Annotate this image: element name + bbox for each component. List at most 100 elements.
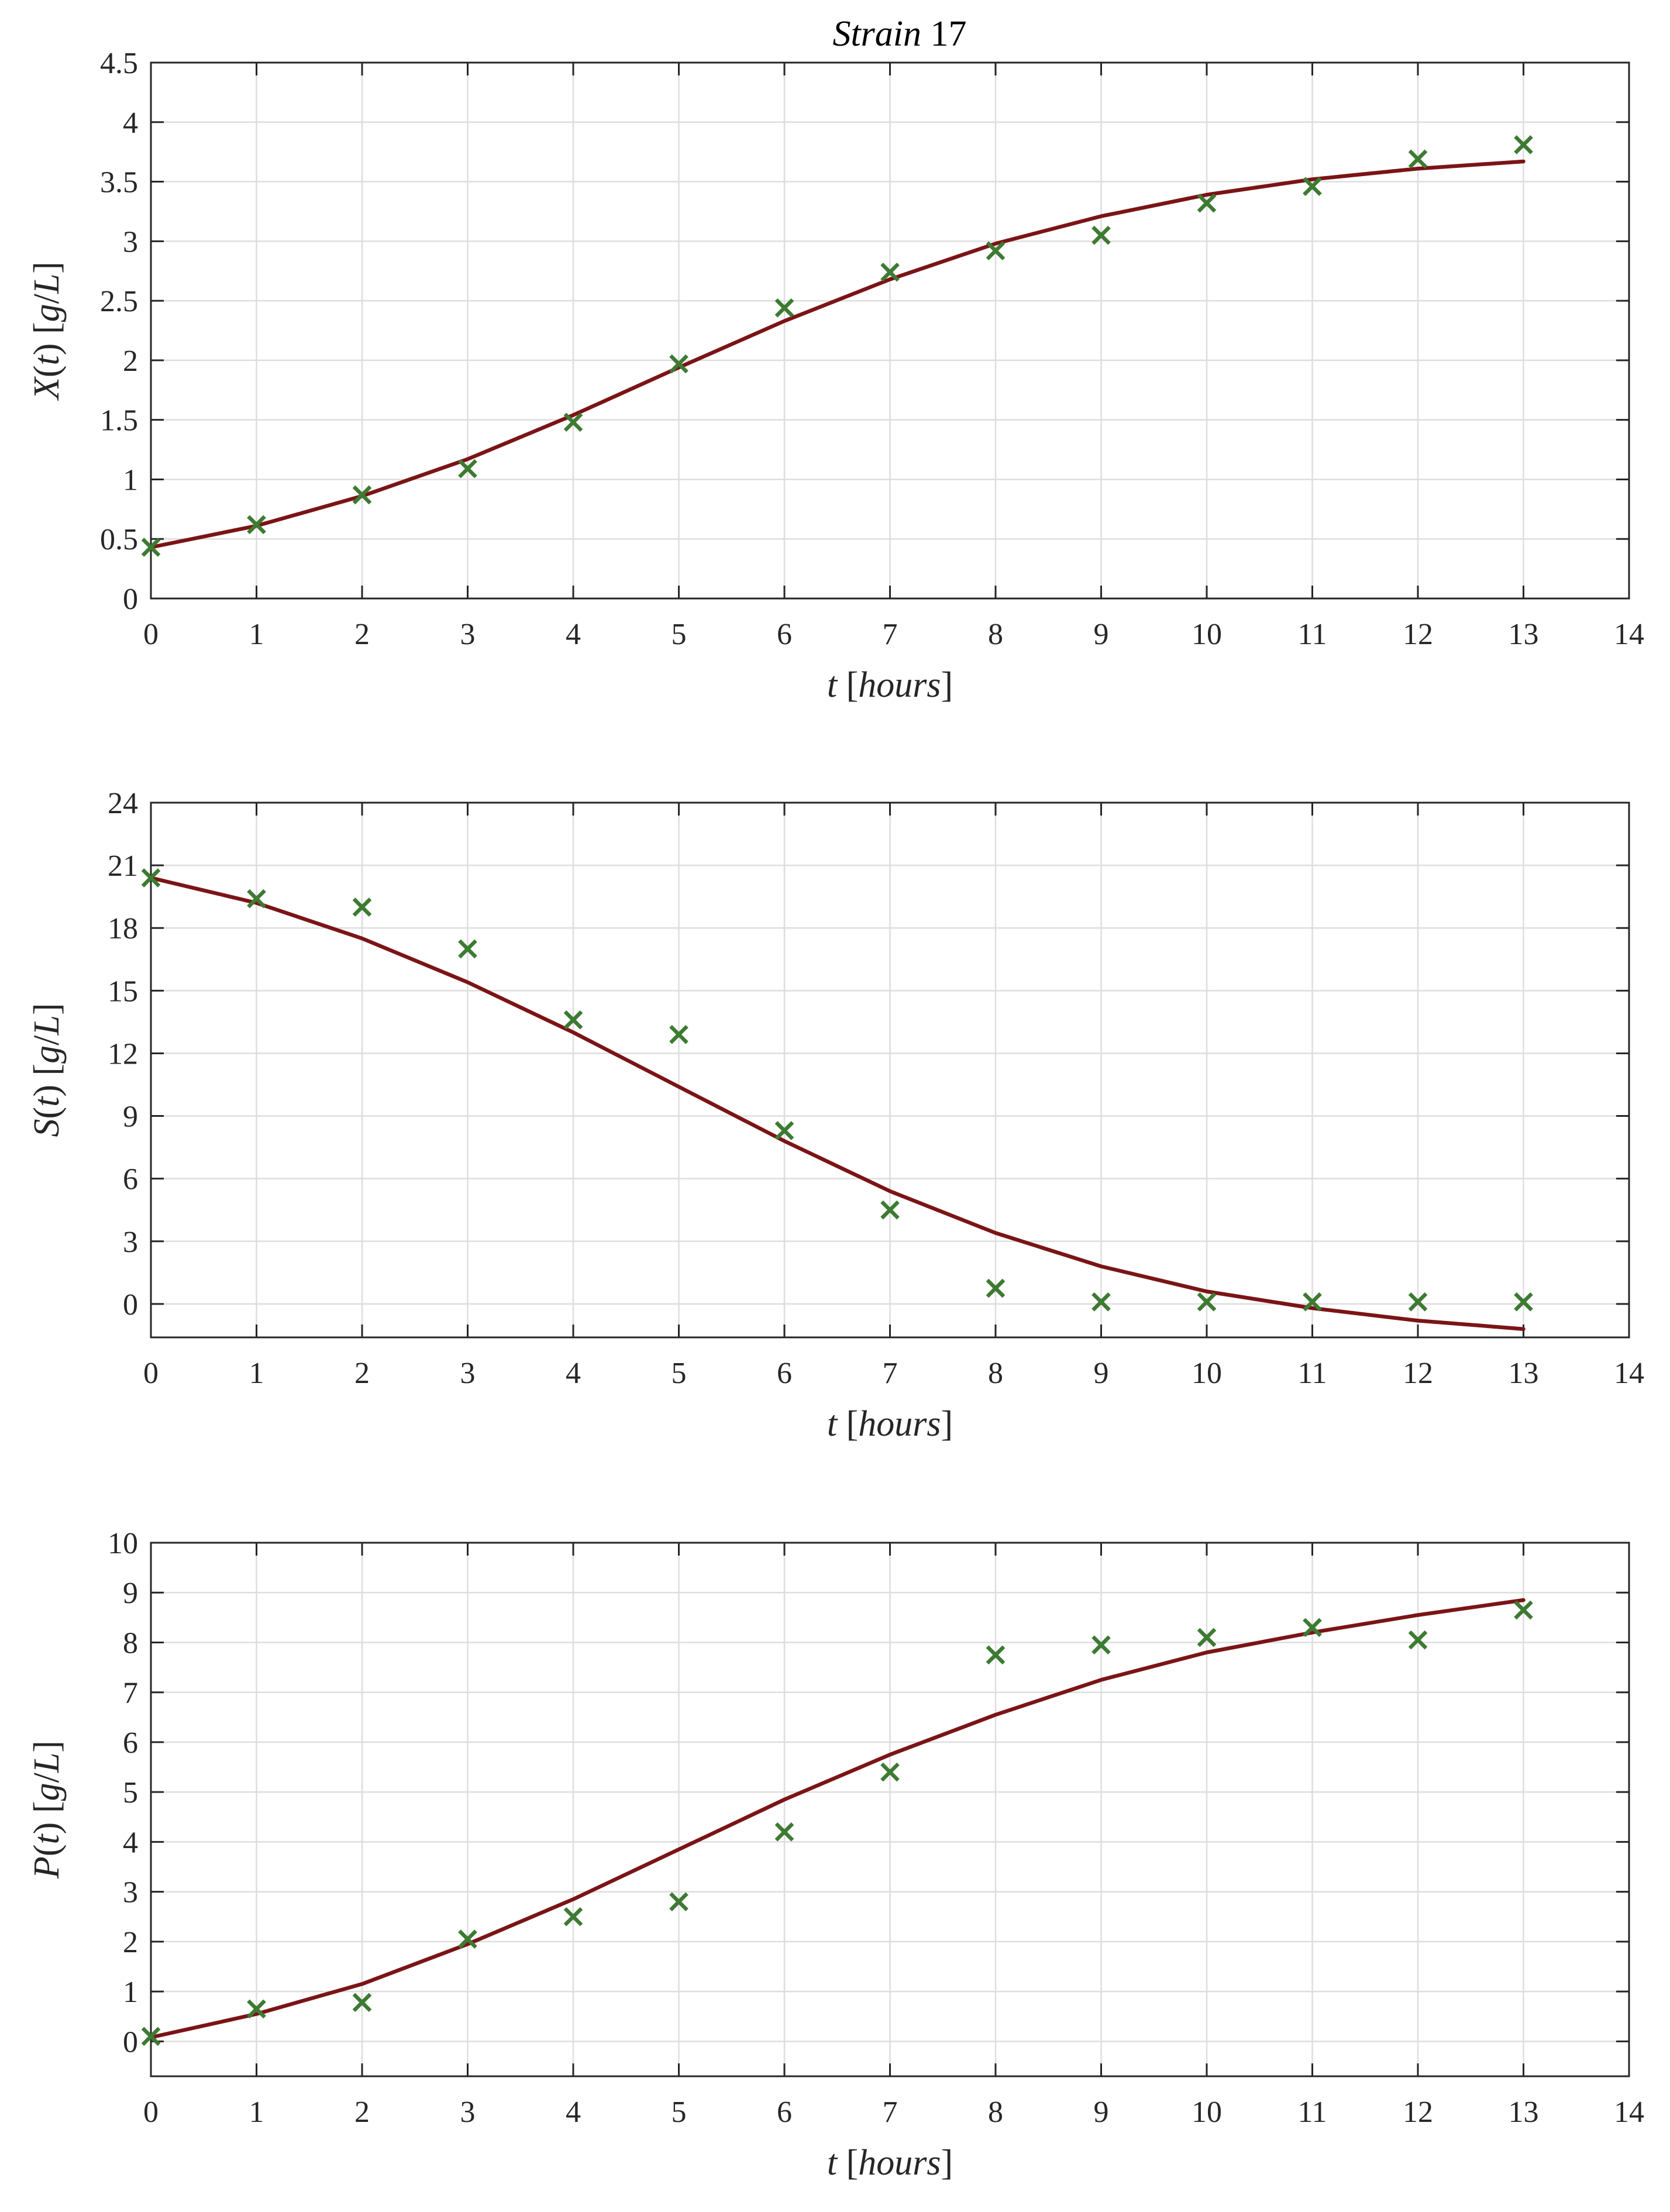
data-point-marker xyxy=(141,538,161,557)
biomass-grid xyxy=(151,63,1629,598)
x-tick-label: 13 xyxy=(1509,618,1539,651)
y-tick-label: 3 xyxy=(123,1876,138,1910)
y-tick-label: 4 xyxy=(123,1826,138,1859)
data-point-marker xyxy=(669,1892,688,1911)
x-tick-label: 8 xyxy=(988,1357,1003,1390)
marker-stroke xyxy=(669,1025,688,1044)
product-y-axis-label: P(t) [g/L] xyxy=(27,1740,67,1879)
x-tick-label: 7 xyxy=(883,2096,898,2129)
label-fragment: ) [ xyxy=(27,1801,67,1834)
x-tick-label: 3 xyxy=(460,1357,476,1390)
marker-stroke xyxy=(141,538,161,557)
x-tick-label: 12 xyxy=(1403,618,1433,651)
y-tick-label: 10 xyxy=(108,1527,138,1560)
biomass-measured-markers xyxy=(141,135,1533,557)
y-tick-label: 0.5 xyxy=(100,523,138,556)
marker-stroke xyxy=(1091,1292,1111,1312)
label-fragment: ] xyxy=(27,1003,67,1015)
data-point-marker xyxy=(352,1993,372,2013)
label-fragment: ( xyxy=(27,1107,67,1119)
x-tick-label: 12 xyxy=(1403,2096,1433,2129)
label-fragment: ) [ xyxy=(27,1064,67,1097)
label-fragment: S xyxy=(27,1119,67,1137)
x-tick-label: 0 xyxy=(143,618,159,651)
label-fragment: [ xyxy=(837,665,858,705)
y-tick-label: 4.5 xyxy=(100,47,138,80)
label-fragment: L xyxy=(27,1753,67,1773)
data-point-marker xyxy=(880,1200,900,1220)
product-x-axis-label: t [hours] xyxy=(827,2143,953,2183)
label-fragment: t xyxy=(27,1096,67,1107)
label-fragment: ( xyxy=(27,1844,67,1856)
data-point-marker xyxy=(774,298,794,318)
label-fragment: ] xyxy=(27,262,67,274)
marker-stroke xyxy=(1303,1292,1322,1312)
data-point-marker xyxy=(669,354,688,374)
y-tick-label: 3 xyxy=(123,1226,138,1259)
label-fragment: / xyxy=(27,1772,67,1783)
x-tick-label: 5 xyxy=(672,1357,687,1390)
title-number-part: 17 xyxy=(931,14,967,54)
data-point-marker xyxy=(1197,1292,1217,1312)
marker-stroke xyxy=(880,262,900,282)
y-tick-label: 4 xyxy=(123,106,138,140)
marker-stroke xyxy=(669,354,688,374)
data-point-marker xyxy=(141,2027,161,2046)
label-fragment: ) [ xyxy=(27,322,67,355)
y-tick-label: 2.5 xyxy=(100,285,138,318)
label-fragment: ] xyxy=(941,665,953,705)
x-tick-label: 3 xyxy=(460,2096,476,2129)
x-tick-label: 11 xyxy=(1297,1357,1327,1390)
y-tick-label: 6 xyxy=(123,1726,138,1760)
marker-stroke xyxy=(1197,1292,1217,1312)
x-tick-label: 6 xyxy=(777,618,792,651)
marker-stroke xyxy=(774,298,794,318)
label-fragment: ] xyxy=(941,2143,953,2183)
marker-stroke xyxy=(986,1278,1006,1298)
x-tick-label: 4 xyxy=(566,2096,581,2129)
data-point-marker xyxy=(986,1278,1006,1298)
x-tick-label: 11 xyxy=(1297,2096,1327,2129)
substrate-model-fit-line xyxy=(149,876,1526,1331)
label-fragment: ( xyxy=(27,365,67,377)
y-tick-label: 3 xyxy=(123,225,138,259)
x-tick-label: 4 xyxy=(566,1357,581,1390)
label-fragment: g xyxy=(27,304,67,322)
data-point-marker xyxy=(247,889,266,909)
label-fragment: t xyxy=(827,665,838,705)
label-fragment: hours xyxy=(858,2143,941,2183)
data-point-marker xyxy=(1408,149,1428,169)
marker-stroke xyxy=(563,1907,583,1927)
data-point-marker xyxy=(1408,1630,1428,1650)
y-tick-label: 1 xyxy=(123,463,138,497)
y-tick-label: 7 xyxy=(123,1677,138,1710)
x-tick-label: 11 xyxy=(1297,618,1327,651)
y-tick-label: 0 xyxy=(123,1288,138,1322)
marker-stroke xyxy=(141,868,161,887)
x-tick-label: 12 xyxy=(1403,1357,1433,1390)
x-tick-label: 14 xyxy=(1614,1357,1644,1390)
marker-stroke xyxy=(1303,1618,1322,1638)
x-tick-label: 5 xyxy=(672,618,687,651)
label-fragment: / xyxy=(27,1035,67,1045)
marker-stroke xyxy=(774,1822,794,1842)
x-tick-label: 9 xyxy=(1094,2096,1109,2129)
marker-stroke xyxy=(1197,1628,1217,1647)
x-tick-label: 9 xyxy=(1094,618,1109,651)
label-fragment: g xyxy=(27,1045,67,1064)
data-point-marker xyxy=(247,515,266,535)
y-tick-label: 1.5 xyxy=(100,404,138,438)
data-point-marker xyxy=(458,459,477,479)
label-fragment: t xyxy=(27,1833,67,1844)
substrate-y-axis-label: S(t) [g/L] xyxy=(27,1003,67,1137)
x-tick-label: 2 xyxy=(354,2096,370,2129)
marker-stroke xyxy=(880,1200,900,1220)
y-tick-label: 6 xyxy=(123,1163,138,1196)
x-tick-label: 7 xyxy=(883,1357,898,1390)
x-tick-label: 13 xyxy=(1509,1357,1539,1390)
label-fragment: / xyxy=(27,293,67,304)
label-fragment: L xyxy=(27,274,67,294)
